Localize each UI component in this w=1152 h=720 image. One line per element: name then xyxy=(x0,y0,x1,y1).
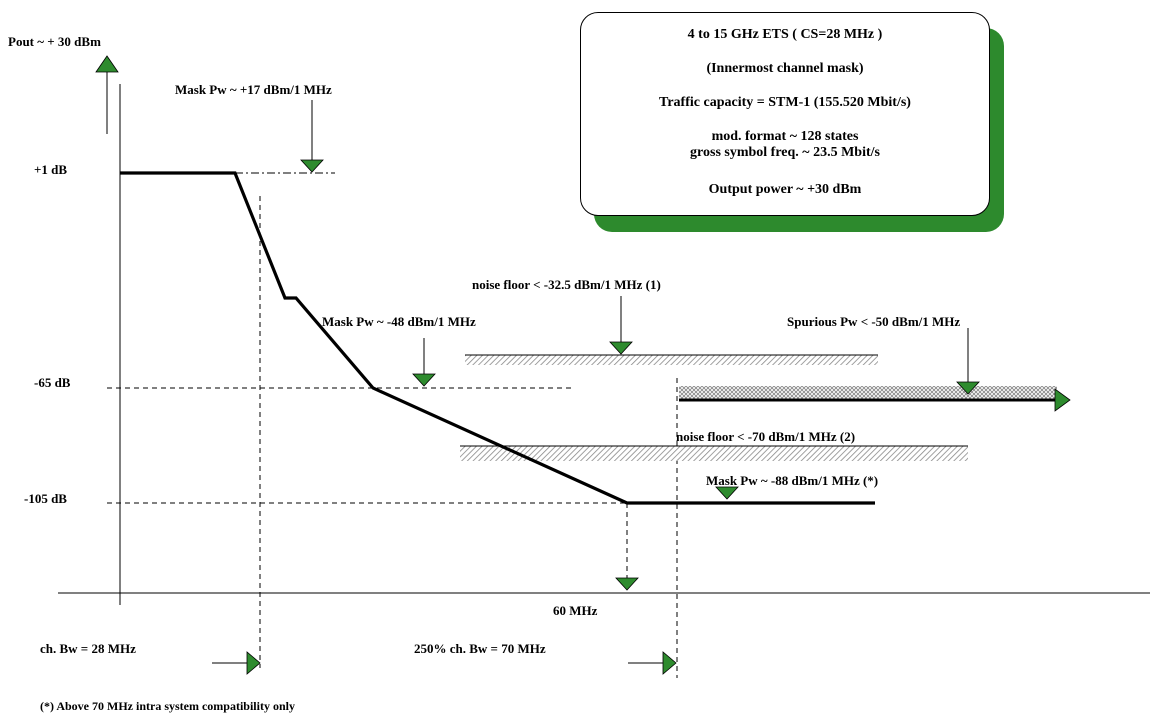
level-105db-label: -105 dB xyxy=(24,491,67,506)
info-subtitle: (Innermost channel mask) xyxy=(706,61,864,76)
level-1db-label: +1 dB xyxy=(34,162,68,177)
noise-floor-1-label: noise floor < -32.5 dBm/1 MHz (1) xyxy=(472,277,661,292)
info-traffic-capacity: Traffic capacity = STM-1 (155.520 Mbit/s… xyxy=(659,95,911,110)
ch-bw-label: ch. Bw = 28 MHz xyxy=(40,641,136,656)
footnote: (*) Above 70 MHz intra system compatibil… xyxy=(40,699,295,713)
noise-floor-2-band xyxy=(460,446,968,461)
noise-floor-1-band xyxy=(465,355,878,365)
ch-bw-arrow-icon xyxy=(246,651,261,675)
noise-floor-2-label: noise floor < -70 dBm/1 MHz (2) xyxy=(676,429,856,444)
mask17-label: Mask Pw ~ +17 dBm/1 MHz xyxy=(175,82,332,97)
info-symbol-freq: gross symbol freq. ~ 23.5 Mbit/s xyxy=(690,145,880,160)
noise-floor-1-marker-icon xyxy=(609,341,633,355)
mask48-label: Mask Pw ~ -48 dBm/1 MHz xyxy=(322,314,476,329)
mask48-marker-icon xyxy=(412,373,436,387)
level-65db-label: -65 dB xyxy=(34,375,71,390)
freq60-marker-icon xyxy=(615,577,639,591)
info-output-power: Output power ~ +30 dBm xyxy=(708,182,862,197)
pout-label: Pout ~ + 30 dBm xyxy=(8,34,101,49)
spurious-band xyxy=(679,386,1057,400)
spurious-arrowhead-icon xyxy=(1054,388,1071,412)
freq60-label: 60 MHz xyxy=(553,603,598,618)
mask88-marker-icon xyxy=(715,486,739,500)
info-mod-format: mod. format ~ 128 states xyxy=(711,129,859,144)
spurious-marker-icon xyxy=(956,381,980,395)
bw70-arrow-icon xyxy=(662,651,677,675)
mask17-marker-icon xyxy=(300,159,324,173)
info-title: 4 to 15 GHz ETS ( CS=28 MHz ) xyxy=(687,27,883,42)
spurious-label: Spurious Pw < -50 dBm/1 MHz xyxy=(787,314,961,329)
pout-up-arrow-icon xyxy=(95,55,119,73)
mask-curve xyxy=(120,171,875,505)
mask88-label: Mask Pw ~ -88 dBm/1 MHz (*) xyxy=(706,473,879,488)
info-box: 4 to 15 GHz ETS ( CS=28 MHz ) (Innermost… xyxy=(580,12,990,216)
bw70-label: 250% ch. Bw = 70 MHz xyxy=(414,641,546,656)
